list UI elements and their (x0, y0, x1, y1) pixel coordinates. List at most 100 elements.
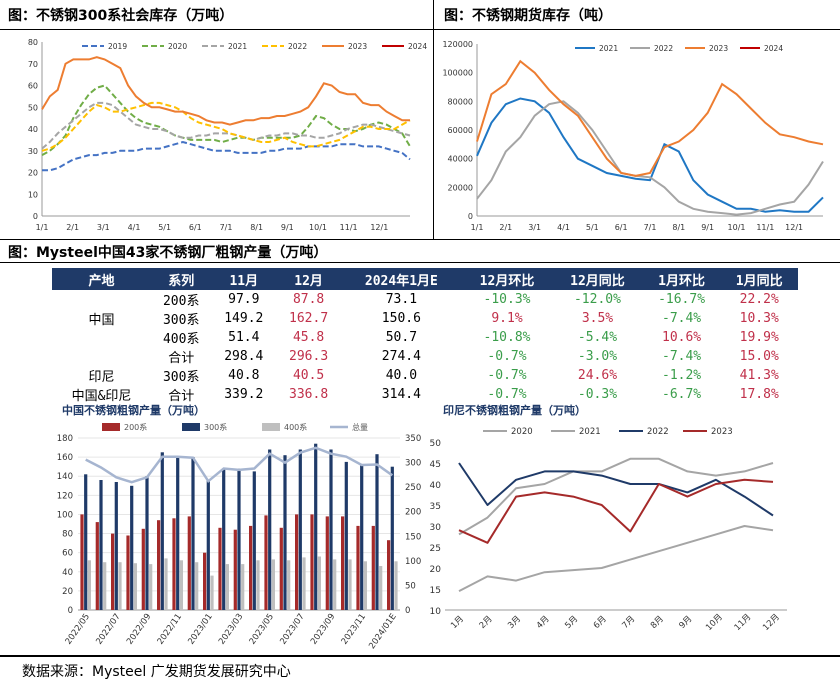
table-cell-region (52, 328, 151, 347)
series-line-2023 (476, 59, 824, 177)
bar-400系-2024/01E (394, 561, 398, 610)
bar-200系-2022/09 (141, 528, 145, 610)
bar-400系-2022/06 (103, 562, 107, 610)
x-tick-label: 2023/07 (278, 612, 306, 647)
table-cell-region (52, 347, 151, 366)
legend-label: 2019 (108, 42, 127, 51)
bar-300系-2022/10 (160, 452, 164, 610)
bar-200系-2022/08 (126, 535, 130, 610)
table-cell-dec-yoy: -12.0% (573, 292, 621, 307)
x-tick-label: 1/1 (471, 223, 484, 232)
y-tick-label: 60 (62, 549, 73, 559)
table-cell-series: 合计 (168, 389, 195, 404)
table-row: 中国&印尼 合计 339.2 336.8 314.4 -0.7% -0.3% -6.7% 17.… (52, 385, 798, 404)
table-cell-jan: 274.4 (381, 349, 421, 364)
bar-400系-2023/10 (348, 559, 352, 610)
legend-label: 2020 (511, 427, 533, 437)
table-cell-jan-yoy: 17.8% (739, 387, 779, 402)
mid-divider (0, 239, 840, 240)
table-cell-dec: 296.3 (289, 349, 329, 364)
table-row: 中国 300系 149.2 162.7 150.6 9.1% 3.5% -7.4% 10.3% (52, 309, 798, 328)
table-cell-series: 300系 (162, 313, 200, 328)
table-cell-dec: 40.5 (292, 368, 325, 383)
bar-400系-2023/03 (241, 564, 245, 610)
bar-300系-2023/02 (222, 468, 226, 610)
x-tick-label: 2022/07 (94, 612, 122, 647)
x-tick-label: 7/1 (220, 223, 233, 232)
series-line-2023 (41, 56, 410, 126)
chart-subtitle: 中国不锈钢粗钢产量（万吨） (62, 403, 205, 417)
table-cell-dec-yoy: 24.6% (577, 368, 618, 383)
x-tick-label: 10/1 (309, 223, 327, 232)
table-header-cell: 11月 (211, 268, 277, 290)
x-tick-label: 12月 (761, 612, 782, 633)
y-tick-label: 10 (28, 190, 38, 199)
x-tick-label: 8月 (649, 614, 666, 631)
table-cell-jan-yoy: 41.3% (739, 368, 779, 383)
y-tick-label: 0 (68, 606, 73, 616)
legend-label: 2024 (764, 44, 783, 53)
legend-label: 2023 (348, 42, 367, 51)
table-cell-jan: 40.0 (385, 368, 418, 383)
x-tick-label: 8/1 (250, 223, 263, 232)
y-tick-label: 80 (62, 530, 73, 540)
bar-300系-2023/07 (298, 449, 302, 610)
x-tick-label: 7月 (620, 614, 637, 631)
y-tick-label: 30 (28, 147, 38, 156)
source-footer: 数据来源：Mysteel 广发期货发展研究中心 (22, 664, 291, 680)
table-cell-nov: 339.2 (224, 387, 264, 402)
table-cell-nov: 149.2 (224, 311, 264, 326)
bar-400系-2023/07 (302, 557, 306, 610)
bar-400系-2023/04 (256, 560, 260, 610)
table-header-cell: 12月同比 (552, 268, 643, 290)
legend-label: 2021 (228, 42, 247, 51)
table-cell-dec-mom: -0.7% (487, 349, 527, 364)
x-tick-label: 9/1 (281, 223, 294, 232)
legend-label: 2024 (408, 42, 427, 51)
legend-label: 200系 (124, 422, 147, 432)
table-cell-jan-yoy: 19.9% (739, 330, 779, 345)
table-cell-dec: 336.8 (289, 387, 329, 402)
bar-200系-2023/08 (310, 514, 314, 610)
table-cell-dec-yoy: -3.0% (577, 349, 618, 364)
table-cell-nov: 40.8 (228, 368, 260, 383)
bar-200系-2022/11 (172, 518, 176, 610)
y2-tick-label: 100 (405, 557, 421, 567)
table-cell-nov: 97.9 (228, 292, 260, 307)
bar-200系-2024/01E (387, 540, 391, 610)
bar-200系-2023/12 (371, 525, 375, 610)
legend-swatch (182, 423, 200, 431)
y-tick-label: 20000 (448, 183, 473, 192)
x-tick-label: 10/1 (728, 223, 746, 232)
bar-200系-2023/02 (218, 527, 222, 610)
y-tick-label: 20 (62, 587, 73, 597)
legend-swatch (262, 423, 280, 431)
table-header-cell: 产地 (52, 268, 152, 290)
table-cell-jan-mom: -1.2% (662, 368, 702, 383)
table-row: 200系 97.9 87.8 73.1 -10.3% -12.0% -16.7% 22.2% (52, 290, 798, 309)
table-cell-dec-yoy: 3.5% (581, 311, 614, 326)
x-tick-label: 3/1 (97, 223, 110, 232)
bar-400系-2022/08 (133, 563, 137, 610)
x-tick-label: 2023/03 (217, 612, 245, 647)
bar-300系-2023/08 (314, 443, 318, 610)
y-tick-label: 120 (57, 491, 73, 501)
chart-title-production: 图：Mysteel中国43家不锈钢厂粗钢产量（万吨） (8, 245, 328, 261)
section-divider (0, 262, 840, 263)
table-cell-series: 300系 (162, 370, 200, 385)
footer-divider (0, 655, 840, 657)
social-inventory-chart: 0 10 20 30 40 50 60 70 80 1/1 2/1 3/1 4/1 5/1 6/1 7/1 8/… (28, 38, 428, 232)
bar-200系-2023/07 (295, 514, 299, 610)
y-tick-label: 0 (33, 212, 38, 221)
y-tick-label: 20 (430, 565, 442, 575)
legend-label: 2021 (599, 44, 618, 53)
y-tick-label: 140 (57, 472, 73, 482)
bar-400系-2023/02 (225, 564, 229, 610)
x-tick-label: 9/1 (701, 223, 714, 232)
table-cell-jan-yoy: 22.2% (739, 292, 779, 307)
x-tick-label: 1/1 (36, 223, 49, 232)
table-cell-jan-mom: 10.6% (662, 330, 702, 345)
y-tick-label: 10 (430, 607, 442, 617)
series-line-2019 (42, 140, 411, 172)
y2-tick-label: 350 (405, 434, 421, 444)
